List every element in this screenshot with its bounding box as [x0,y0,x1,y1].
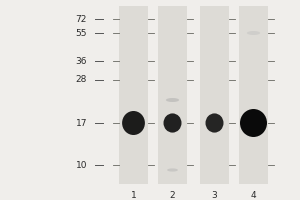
Text: 17: 17 [76,118,87,128]
Text: 28: 28 [76,75,87,84]
Text: 4: 4 [251,190,256,200]
Bar [200,6,229,184]
Text: 10: 10 [76,160,87,170]
Ellipse shape [164,113,181,133]
Ellipse shape [240,109,267,137]
Ellipse shape [166,98,179,102]
Text: 2: 2 [170,190,175,200]
Text: 1: 1 [130,190,136,200]
Ellipse shape [206,113,224,133]
Ellipse shape [122,111,145,135]
Bar [158,6,187,184]
Ellipse shape [247,31,260,35]
Text: 3: 3 [212,190,218,200]
Bar [119,6,148,184]
Bar [239,6,268,184]
Text: 55: 55 [76,28,87,38]
Text: 36: 36 [76,56,87,66]
Ellipse shape [167,168,178,172]
Text: 72: 72 [76,15,87,23]
